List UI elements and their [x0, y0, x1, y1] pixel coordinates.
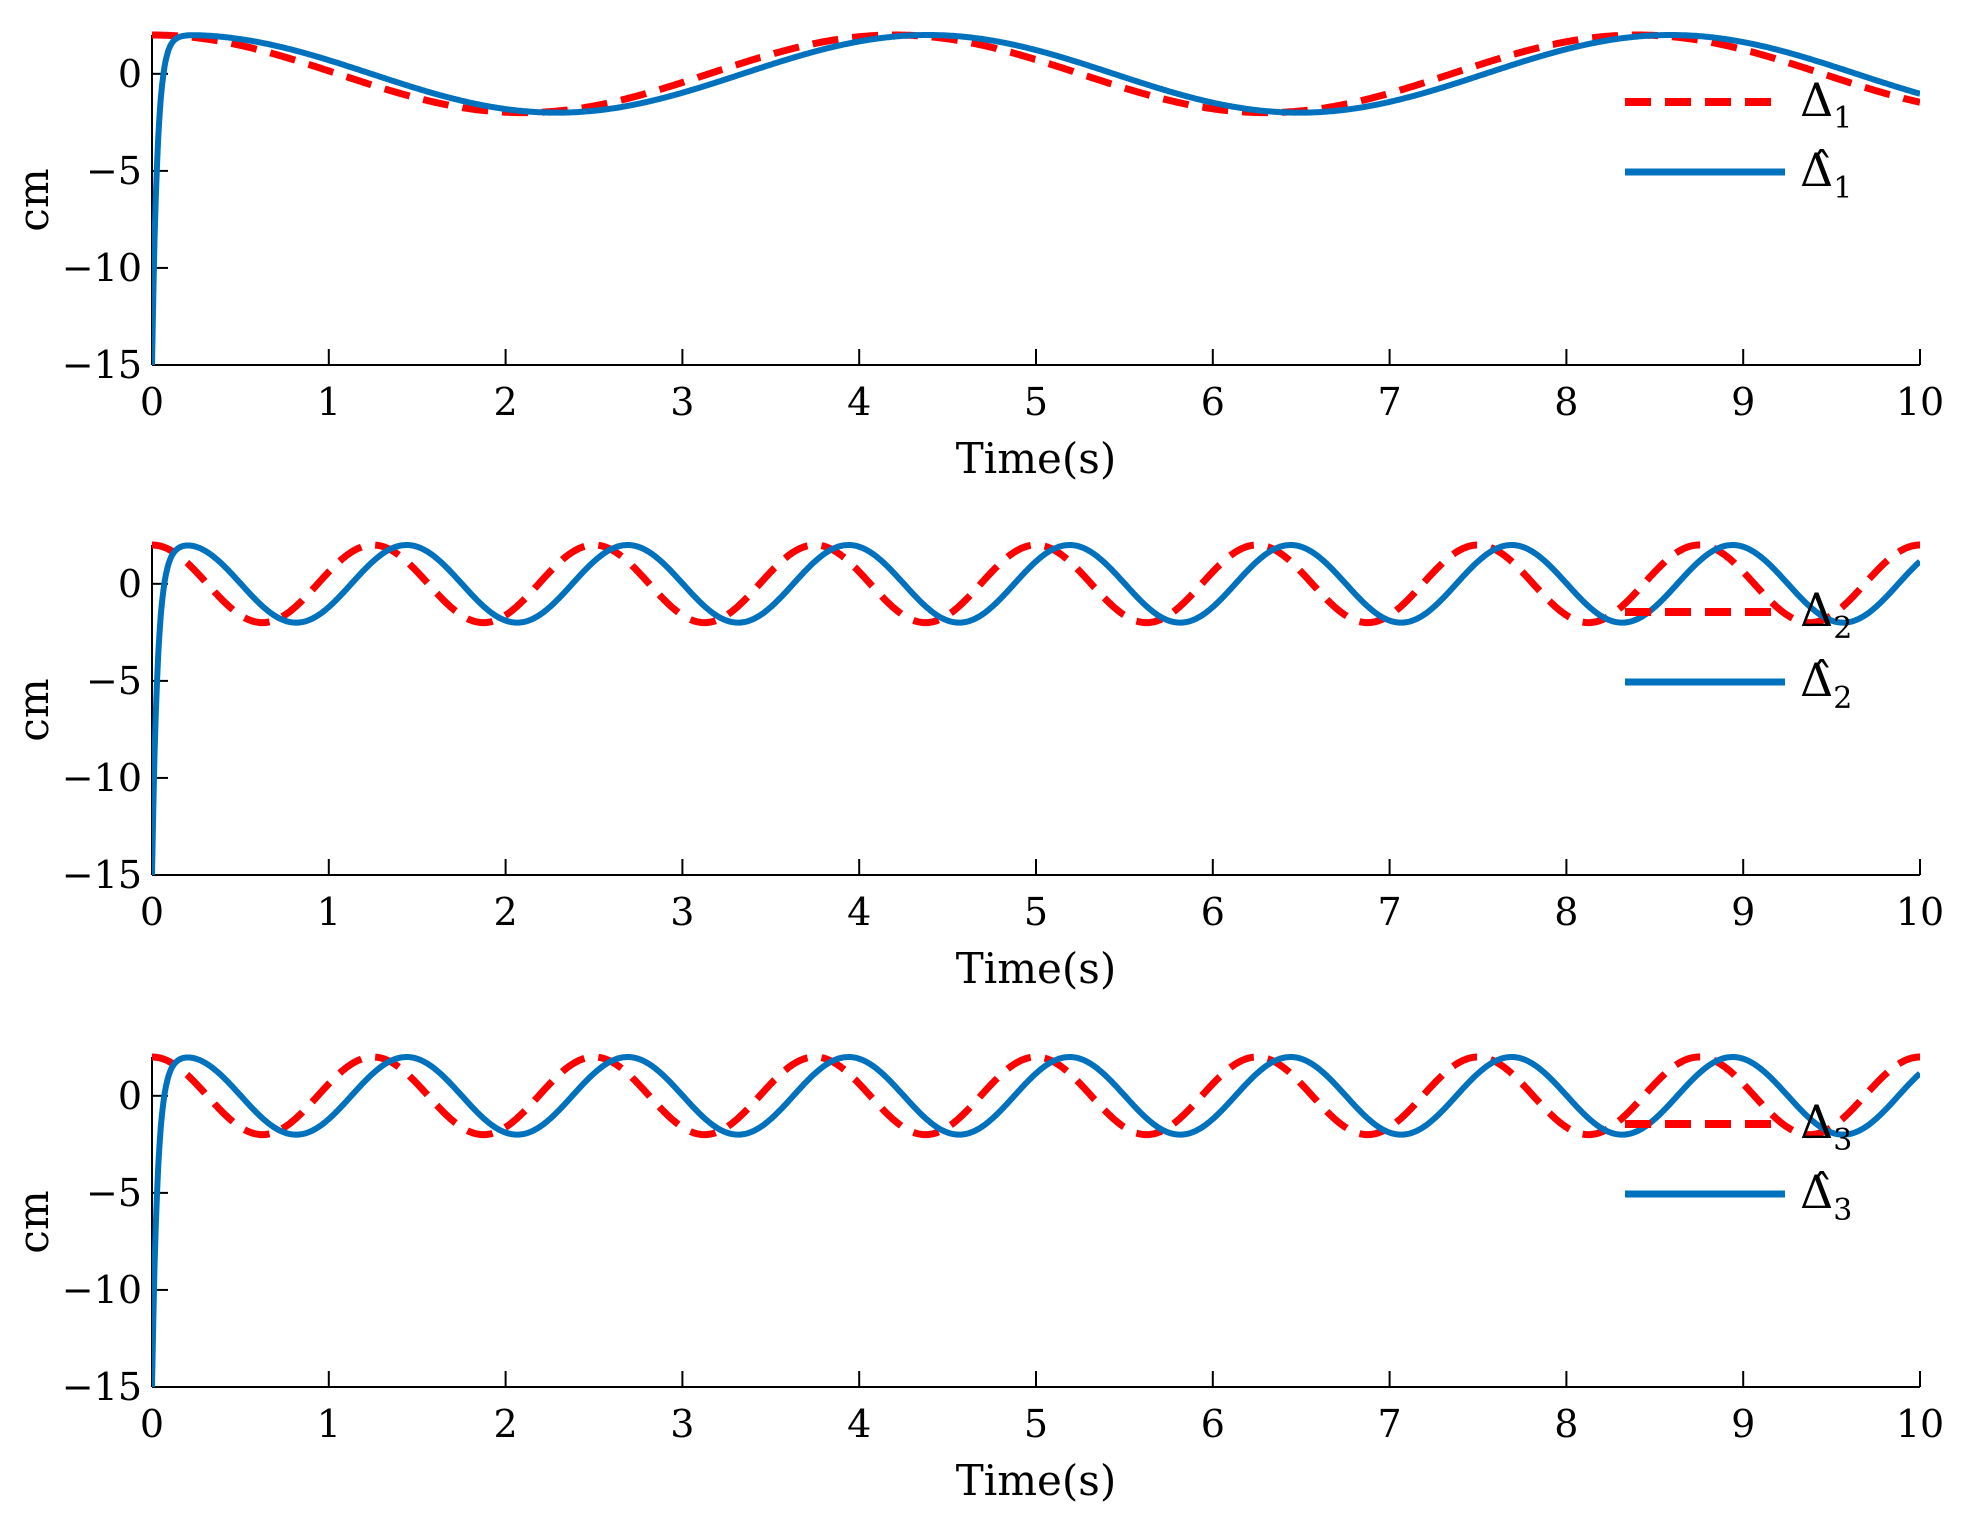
series-line-reference — [152, 1053, 1920, 1139]
x-tick-label: 10 — [1896, 380, 1944, 424]
y-axis-label: cm — [9, 678, 58, 741]
legend-entry-estimate: Δ̂3 — [1800, 1165, 1852, 1228]
x-tick-label: 5 — [1024, 890, 1048, 934]
x-tick-label: 8 — [1554, 380, 1578, 424]
legend: Δ2Δ̂2 — [1625, 583, 1852, 716]
x-axis-label: Time(s) — [956, 1456, 1116, 1505]
x-tick-label: 1 — [317, 1402, 341, 1446]
x-tick-label: 8 — [1554, 1402, 1578, 1446]
x-tick-label: 7 — [1378, 380, 1402, 424]
y-tick-label: −10 — [62, 756, 142, 800]
legend-entry-estimate: Δ̂1 — [1800, 143, 1852, 206]
y-tick-label: −5 — [86, 1171, 142, 1215]
y-tick-label: −15 — [62, 853, 142, 897]
y-tick-label: 0 — [118, 1074, 142, 1118]
series-line-reference — [152, 31, 1920, 117]
x-tick-label: 2 — [494, 380, 518, 424]
x-tick-label: 8 — [1554, 890, 1578, 934]
x-tick-label: 6 — [1201, 380, 1225, 424]
legend-subscript: 2 — [1833, 681, 1852, 716]
x-tick-label: 6 — [1201, 1402, 1225, 1446]
legend: Δ1Δ̂1 — [1625, 73, 1852, 206]
legend-subscript: 3 — [1833, 1193, 1852, 1228]
x-tick-label: 10 — [1896, 890, 1944, 934]
x-axis-label: Time(s) — [956, 944, 1116, 993]
y-tick-label: 0 — [118, 52, 142, 96]
legend-symbol: Δ — [1800, 1095, 1833, 1149]
x-tick-label: 0 — [140, 890, 164, 934]
legend-symbol: Δ̂ — [1800, 1165, 1833, 1219]
series-line-estimate — [152, 32, 1920, 365]
legend-subscript: 1 — [1833, 171, 1852, 206]
x-axis-label: Time(s) — [956, 434, 1116, 483]
x-tick-label: 0 — [140, 1402, 164, 1446]
x-tick-label: 1 — [317, 890, 341, 934]
x-tick-label: 4 — [847, 890, 871, 934]
x-tick-label: 7 — [1378, 890, 1402, 934]
legend-entry-reference: Δ2 — [1800, 583, 1852, 646]
y-tick-label: −5 — [86, 149, 142, 193]
x-tick-label: 9 — [1731, 1402, 1755, 1446]
x-tick-label: 3 — [670, 1402, 694, 1446]
x-tick-label: 4 — [847, 380, 871, 424]
x-tick-label: 5 — [1024, 380, 1048, 424]
x-tick-label: 1 — [317, 380, 341, 424]
series-line-estimate — [152, 1054, 1920, 1387]
x-tick-label: 10 — [1896, 1402, 1944, 1446]
y-tick-label: 0 — [118, 562, 142, 606]
x-tick-label: 7 — [1378, 1402, 1402, 1446]
legend-entry-reference: Δ1 — [1800, 73, 1852, 136]
legend-symbol: Δ — [1800, 73, 1833, 127]
legend: Δ3Δ̂3 — [1625, 1095, 1852, 1228]
legend-subscript: 2 — [1833, 611, 1852, 646]
y-tick-label: −15 — [62, 343, 142, 387]
x-tick-label: 6 — [1201, 890, 1225, 934]
legend-symbol: Δ — [1800, 583, 1833, 637]
x-tick-label: 2 — [494, 1402, 518, 1446]
legend-subscript: 3 — [1833, 1123, 1852, 1158]
legend-entry-estimate: Δ̂2 — [1800, 653, 1852, 716]
legend-symbol: Δ̂ — [1800, 653, 1833, 707]
series-line-estimate — [152, 542, 1920, 875]
legend-symbol: Δ̂ — [1800, 143, 1833, 197]
x-tick-label: 3 — [670, 380, 694, 424]
y-tick-label: −15 — [62, 1365, 142, 1409]
y-tick-label: −10 — [62, 246, 142, 290]
x-tick-label: 2 — [494, 890, 518, 934]
series-line-reference — [152, 541, 1920, 627]
y-tick-label: −5 — [86, 659, 142, 703]
x-tick-label: 3 — [670, 890, 694, 934]
y-axis-label: cm — [9, 1190, 58, 1253]
x-tick-label: 0 — [140, 380, 164, 424]
x-tick-label: 4 — [847, 1402, 871, 1446]
y-axis-label: cm — [9, 168, 58, 231]
x-tick-label: 9 — [1731, 890, 1755, 934]
x-tick-label: 5 — [1024, 1402, 1048, 1446]
legend-entry-reference: Δ3 — [1800, 1095, 1852, 1158]
x-tick-label: 9 — [1731, 380, 1755, 424]
y-tick-label: −10 — [62, 1268, 142, 1312]
legend-subscript: 1 — [1833, 101, 1852, 136]
